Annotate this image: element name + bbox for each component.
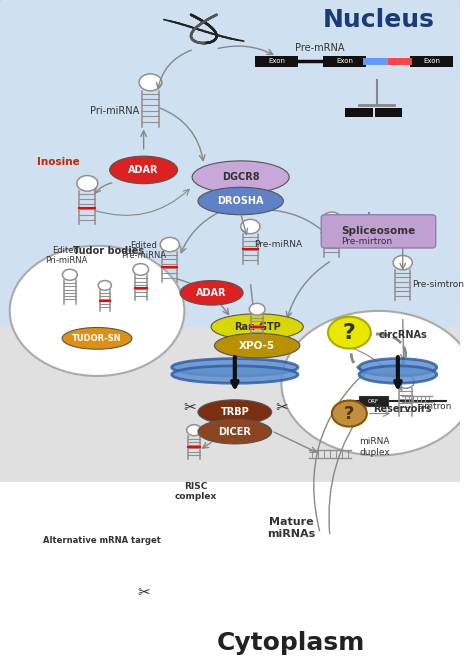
Text: ORF: ORF (69, 559, 82, 563)
Text: Pre-miRNA: Pre-miRNA (254, 240, 302, 250)
Ellipse shape (32, 550, 61, 566)
Circle shape (133, 264, 148, 275)
Text: Exon: Exon (423, 59, 440, 65)
FancyBboxPatch shape (0, 0, 462, 359)
Ellipse shape (109, 156, 178, 184)
Bar (60, 556, 91, 566)
Text: ADAR: ADAR (128, 165, 159, 175)
Circle shape (397, 375, 414, 388)
Text: ?: ? (343, 322, 356, 342)
Bar (374, 109, 402, 117)
Text: Tudor bodies: Tudor bodies (73, 246, 144, 256)
Ellipse shape (198, 420, 272, 444)
Ellipse shape (198, 187, 283, 214)
Ellipse shape (359, 358, 437, 376)
Ellipse shape (256, 493, 326, 516)
Text: circRNAs: circRNAs (378, 330, 427, 340)
Ellipse shape (198, 400, 272, 424)
Text: Spliceosome: Spliceosome (341, 226, 416, 236)
Circle shape (63, 269, 77, 280)
Text: ✂: ✂ (275, 400, 288, 414)
FancyBboxPatch shape (321, 214, 436, 248)
Text: TRBP: TRBP (247, 491, 273, 500)
Text: RISC
complex: RISC complex (175, 482, 217, 501)
Ellipse shape (211, 314, 303, 340)
Text: Pre-simtron: Pre-simtron (412, 280, 465, 289)
Text: Exon: Exon (336, 59, 353, 65)
Ellipse shape (231, 486, 289, 505)
Circle shape (241, 219, 260, 234)
Ellipse shape (172, 358, 298, 376)
Text: miRNA
duplex: miRNA duplex (359, 437, 390, 456)
Text: simtron: simtron (417, 402, 452, 411)
Text: ADAR: ADAR (196, 288, 227, 298)
Circle shape (160, 238, 180, 252)
Bar (346, 109, 373, 117)
Bar (0, 328, 460, 482)
Text: ✂: ✂ (184, 400, 197, 414)
Bar (323, 56, 366, 67)
Text: Pri-miRNA: Pri-miRNA (90, 107, 139, 117)
Ellipse shape (359, 366, 437, 383)
Ellipse shape (214, 333, 300, 358)
Text: Pre-mirtron: Pre-mirtron (342, 237, 393, 246)
Text: Reservoirs: Reservoirs (374, 404, 432, 414)
Circle shape (77, 176, 98, 191)
Text: AGOs: AGOs (276, 500, 306, 509)
Circle shape (187, 425, 201, 436)
Text: Nucleus: Nucleus (322, 8, 434, 32)
Text: Cytoplasm: Cytoplasm (217, 631, 365, 655)
Circle shape (322, 212, 341, 226)
Ellipse shape (62, 328, 132, 349)
Text: TRBP: TRBP (220, 407, 249, 417)
Bar (60, 602, 91, 612)
Circle shape (234, 496, 247, 505)
Text: Inosine: Inosine (37, 157, 80, 167)
Text: DGCR8: DGCR8 (222, 172, 259, 182)
Text: DROSHA: DROSHA (218, 196, 264, 206)
Ellipse shape (172, 366, 298, 383)
Circle shape (328, 316, 371, 348)
Circle shape (332, 400, 367, 426)
Circle shape (282, 311, 474, 456)
Text: ORF: ORF (69, 605, 82, 610)
Text: Pre-mRNA: Pre-mRNA (295, 43, 345, 53)
Ellipse shape (192, 161, 289, 193)
Ellipse shape (229, 497, 285, 515)
Bar (359, 396, 388, 406)
Text: DICER: DICER (219, 427, 251, 437)
Text: Mature
miRNAs: Mature miRNAs (267, 517, 315, 539)
Bar (410, 56, 453, 67)
Circle shape (98, 280, 111, 290)
Text: ?: ? (344, 404, 355, 422)
Text: XPO-5: XPO-5 (239, 340, 275, 350)
Circle shape (249, 304, 265, 315)
Circle shape (139, 74, 162, 91)
Text: AGOs: AGOs (129, 567, 158, 577)
Text: AGOs: AGOs (140, 614, 170, 624)
Ellipse shape (180, 280, 243, 305)
Ellipse shape (116, 563, 172, 582)
Bar (255, 56, 298, 67)
Text: Alternative mRNA target: Alternative mRNA target (43, 536, 161, 545)
Text: Edited
Pre-miRNA: Edited Pre-miRNA (121, 241, 166, 260)
Text: Edited
Pri-miRNA: Edited Pri-miRNA (45, 246, 87, 265)
Ellipse shape (126, 609, 184, 629)
Text: Exon: Exon (268, 59, 285, 65)
Text: DICER: DICER (243, 501, 271, 511)
Text: TUDOR-SN: TUDOR-SN (72, 334, 122, 343)
Text: Ran-GTP: Ran-GTP (234, 322, 281, 332)
Circle shape (393, 256, 412, 270)
Circle shape (9, 246, 184, 376)
Text: ORF: ORF (368, 399, 379, 404)
Text: ✂: ✂ (137, 585, 150, 600)
